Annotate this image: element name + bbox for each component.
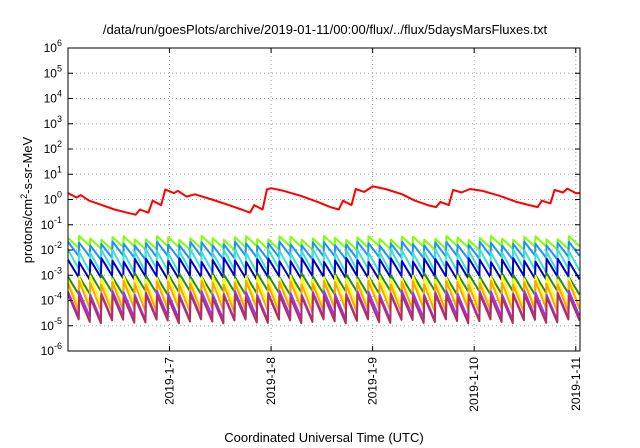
y-tick-label: 106 [44,38,62,55]
y-tick-base: 10 [44,41,58,55]
y-tick-base: 10 [44,66,58,80]
chart-title: /data/run/goesPlots/archive/2019-01-11/0… [103,22,548,37]
x-tick-label: 2019-1-8 [264,357,278,405]
y-tick-base: 10 [41,344,55,358]
y-tick-exponent: -2 [54,240,62,250]
y-tick-label: 100 [44,190,62,207]
y-tick-base: 10 [41,268,55,282]
y-tick-exponent: -4 [54,291,62,301]
flux-series-line [67,185,580,216]
y-tick-exponent: 1 [57,164,62,174]
y-axis-label-base: protons/cm [20,199,35,263]
y-tick-base: 10 [41,243,55,257]
x-tick-label: 2019-1-7 [163,357,177,405]
y-tick-exponent: 4 [57,89,62,99]
y-tick-exponent: 5 [57,63,62,73]
y-tick-exponent: 0 [57,190,62,200]
y-tick-base: 10 [41,319,55,333]
y-tick-exponent: 6 [57,38,62,48]
y-tick-exponent: -3 [54,265,62,275]
y-tick-label: 10-2 [41,240,62,257]
x-tick-label: 2019-1-11 [569,357,583,411]
y-tick-exponent: 2 [57,139,62,149]
y-tick-exponent: -6 [54,341,62,351]
y-axis-ticks: 10-610-510-410-310-210-11001011021031041… [41,38,580,358]
x-axis-label: Coordinated Universal Time (UTC) [224,430,423,445]
y-tick-label: 101 [44,164,62,181]
y-tick-exponent: -5 [54,316,62,326]
y-tick-base: 10 [41,218,55,232]
y-axis-label: protons/cm2-s-sr-MeV [19,136,35,263]
y-tick-label: 10-3 [41,265,62,282]
y-tick-label: 102 [44,139,62,156]
flux-series-line [67,257,581,281]
x-tick-label: 2019-1-9 [366,357,380,405]
y-axis-label-rest: -s-sr-MeV [20,136,35,193]
y-tick-label: 10-6 [41,341,62,358]
y-tick-label: 104 [44,89,62,106]
y-tick-label: 10-4 [41,291,62,308]
y-tick-base: 10 [44,167,58,181]
y-tick-exponent: -1 [54,215,62,225]
y-tick-base: 10 [44,92,58,106]
x-tick-label: 2019-1-10 [467,357,481,412]
y-tick-label: 10-1 [41,215,62,232]
flux-series-line [67,293,581,325]
x-axis-ticks: 2019-1-7 2019-1-8 2019-1-9 2019-1-10 2019-1-… [163,48,583,412]
y-tick-label: 10-5 [41,316,62,333]
y-tick-label: 103 [44,114,62,131]
y-tick-exponent: 3 [57,114,62,124]
y-axis-label-sup: 2 [19,194,29,199]
series-lines [67,185,581,325]
y-tick-base: 10 [41,294,55,308]
y-tick-base: 10 [44,117,58,131]
y-tick-base: 10 [44,142,58,156]
y-tick-base: 10 [44,193,58,207]
y-tick-label: 105 [44,63,62,80]
